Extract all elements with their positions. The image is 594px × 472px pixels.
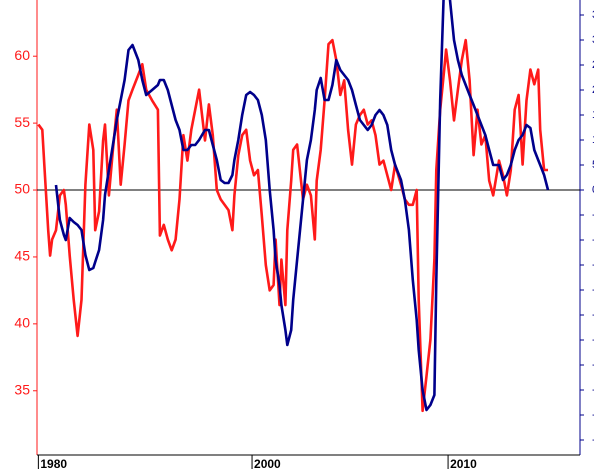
y2-tick-label: -15 bbox=[592, 259, 594, 271]
y-tick-label: 50 bbox=[14, 181, 30, 197]
y2-tick-label: 10 bbox=[592, 134, 594, 146]
x-tick-label: 1980 bbox=[40, 457, 67, 471]
y2-tick-label: 0 bbox=[592, 184, 594, 196]
y2-tick-label: -40 bbox=[592, 384, 594, 396]
y-tick-label: 40 bbox=[14, 315, 30, 331]
y2-tick-label: -50 bbox=[592, 434, 594, 446]
y-tick-label: 35 bbox=[14, 381, 30, 397]
y2-tick-label: -35 bbox=[592, 359, 594, 371]
y2-tick-label: 30 bbox=[592, 34, 594, 46]
y2-tick-label: -10 bbox=[592, 234, 594, 246]
line-series bbox=[37, 38, 548, 413]
y2-tick-label: 20 bbox=[592, 84, 594, 96]
y-tick-label: 55 bbox=[14, 114, 30, 130]
plot-area bbox=[37, 0, 550, 413]
y2-tick-label: -45 bbox=[592, 409, 594, 421]
y2-tick-label: -30 bbox=[592, 334, 594, 346]
y2-tick-label: 35 bbox=[592, 9, 594, 21]
axes: 354045505560-50-45-40-35-30-25-20-15-10-… bbox=[14, 0, 594, 471]
y2-tick-label: 25 bbox=[592, 59, 594, 71]
y2-tick-label: 5 bbox=[592, 159, 594, 171]
y2-tick-label: -5 bbox=[592, 209, 594, 221]
y-tick-label: 60 bbox=[14, 47, 30, 63]
y2-tick-label: -25 bbox=[592, 309, 594, 321]
line-series bbox=[54, 0, 550, 412]
x-tick-label: 2000 bbox=[254, 457, 281, 471]
y2-tick-label: -20 bbox=[592, 284, 594, 296]
y2-tick-label: 15 bbox=[592, 109, 594, 121]
y-tick-label: 45 bbox=[14, 248, 30, 264]
x-tick-label: 2010 bbox=[450, 457, 477, 471]
